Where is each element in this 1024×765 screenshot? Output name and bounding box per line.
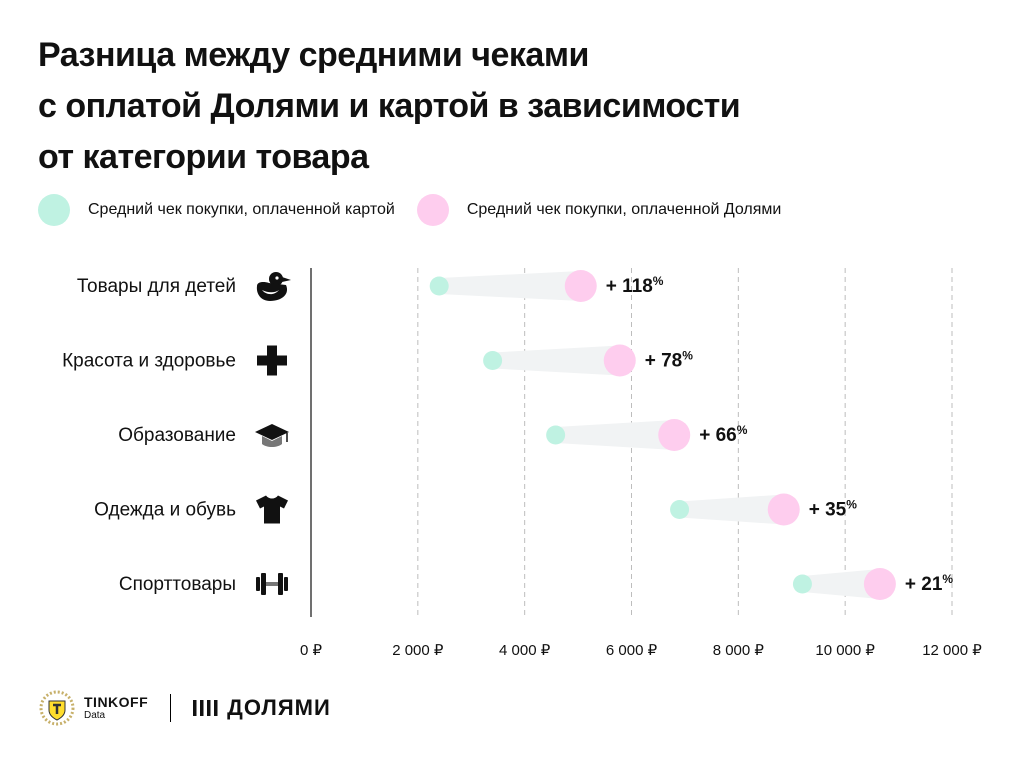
footer-divider <box>170 694 172 722</box>
dolyami-point <box>564 270 597 302</box>
legend-item-dolyami: Средний чек покупки, оплаченной Долями <box>416 194 782 226</box>
diff-label: + 66% <box>699 423 748 446</box>
category-label: Образование <box>118 425 236 446</box>
connector-band <box>492 345 620 376</box>
category-label: Красота и здоровье <box>62 351 236 372</box>
category-label: Спорттовары <box>119 574 236 595</box>
card-point <box>670 500 690 519</box>
tinkoff-sub: Data <box>84 710 106 721</box>
legend: Средний чек покупки, оплаченной картой С… <box>38 193 803 227</box>
card-point <box>483 351 503 370</box>
tinkoff-name: TINKOFF <box>84 694 149 710</box>
legend-marker-dolyami <box>416 194 449 226</box>
tshirt-icon <box>256 495 288 524</box>
connector-band <box>679 494 784 525</box>
card-point <box>792 574 812 594</box>
x-tick-label: 12 000 ₽ <box>922 642 982 659</box>
card-point <box>429 276 449 296</box>
connector-band <box>802 569 880 599</box>
diff-label: + 118% <box>606 274 664 297</box>
dumbbell-chart: 0 ₽ 2 000 ₽ 4 000 ₽ 6 000 ₽ 8 000 ₽ 10 000 ₽ 1… <box>62 268 982 659</box>
dolyami-logo-icon <box>193 700 218 716</box>
x-tick-label: 0 ₽ <box>300 642 323 659</box>
connector-band <box>439 271 581 301</box>
tinkoff-wordmark: TINKOFF Data <box>84 694 148 722</box>
footer: TINKOFF Data ДОЛЯМИ <box>38 688 331 728</box>
x-tick-label: 4 000 ₽ <box>499 642 551 659</box>
card-point <box>546 425 566 445</box>
graduation-cap-icon <box>255 424 289 447</box>
category-label: Одежда и обувь <box>94 500 236 521</box>
cross-icon <box>257 345 287 376</box>
legend-item-card: Средний чек покупки, оплаченной картой <box>38 194 395 226</box>
x-tick-label: 8 000 ₽ <box>713 642 765 659</box>
title-line-2: с оплатой Долями и картой в зависимости <box>38 87 741 125</box>
connector-band <box>555 420 675 450</box>
dumbbell-icon <box>256 573 288 595</box>
diff-label: + 21% <box>905 572 954 595</box>
legend-label-dolyami: Средний чек покупки, оплаченной Долями <box>466 201 782 218</box>
legend-label-card: Средний чек покупки, оплаченной картой <box>88 201 395 218</box>
chart-title: Разница между средними чеками с оплатой … <box>38 30 938 183</box>
x-tick-label: 2 000 ₽ <box>392 642 444 659</box>
x-tick-label: 6 000 ₽ <box>606 642 658 659</box>
title-line-1: Разница между средними чеками <box>38 36 589 74</box>
dolyami-point <box>658 419 691 451</box>
x-tick-label: 10 000 ₽ <box>815 642 875 659</box>
diff-label: + 78% <box>645 349 694 372</box>
legend-marker-card <box>38 194 70 226</box>
dolyami-wordmark: ДОЛЯМИ <box>227 695 331 720</box>
dolyami-point <box>603 344 636 377</box>
diff-label: + 35% <box>809 498 858 521</box>
category-label: Товары для детей <box>77 276 236 297</box>
tinkoff-logo-icon <box>39 690 75 726</box>
duck-icon <box>256 272 291 301</box>
title-line-3: от категории товара <box>38 138 369 176</box>
dolyami-point <box>767 493 800 526</box>
dolyami-point <box>863 568 896 600</box>
